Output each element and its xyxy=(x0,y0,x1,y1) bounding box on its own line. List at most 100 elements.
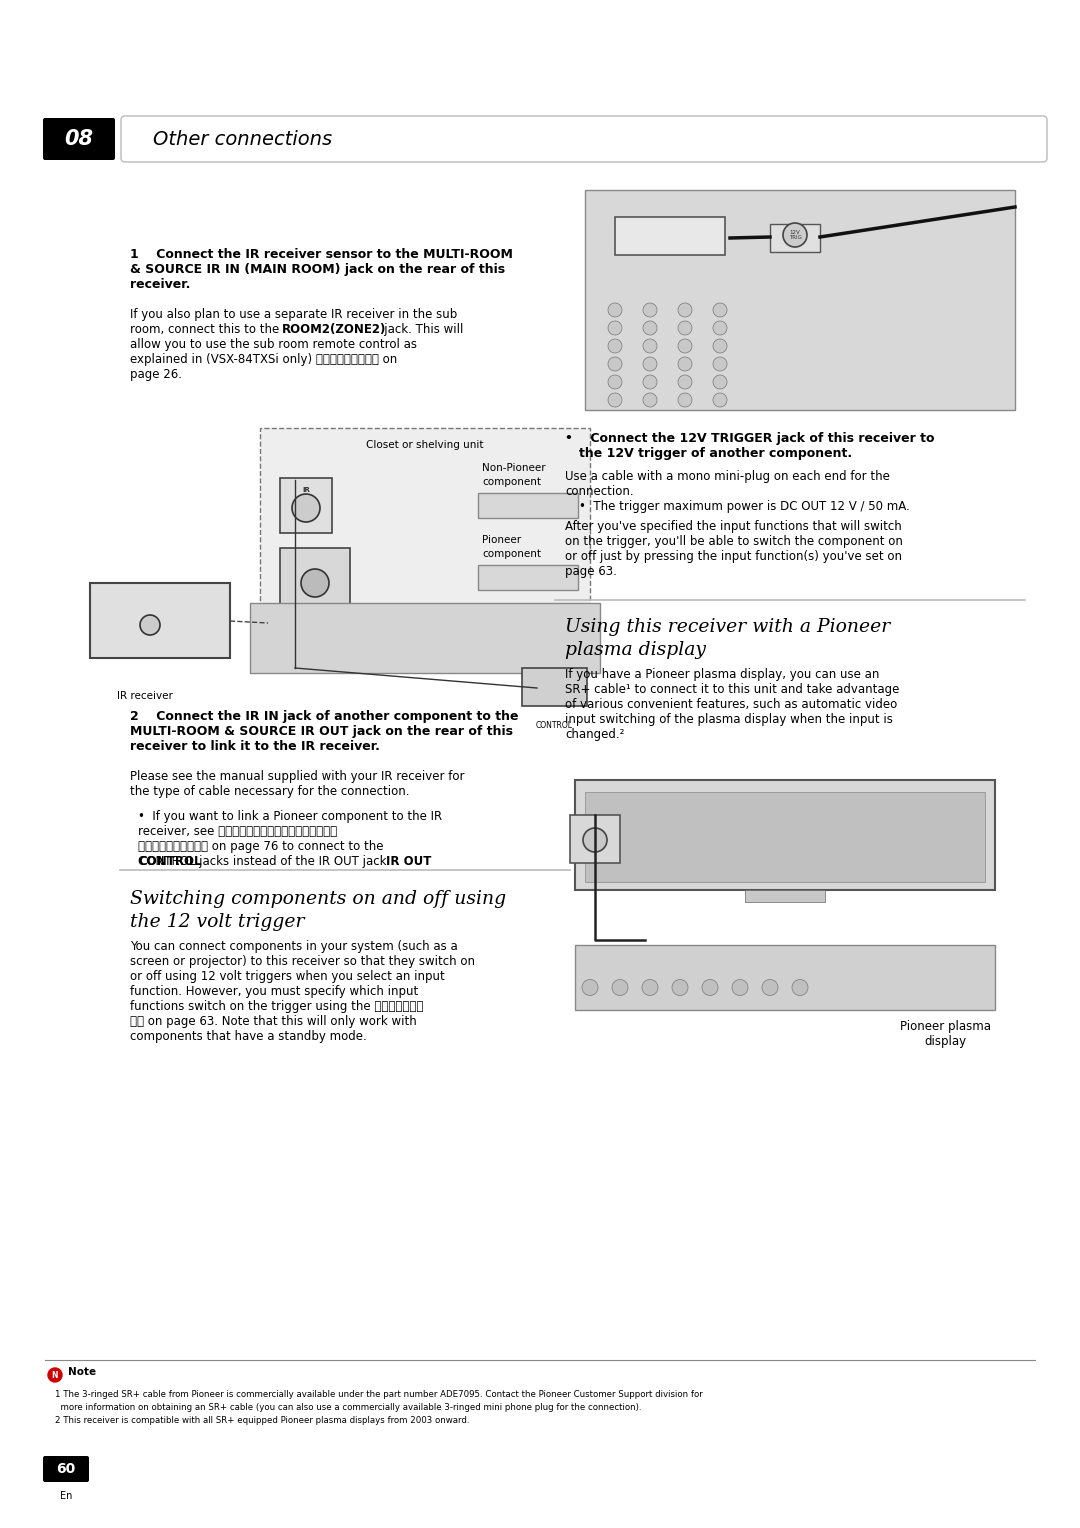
Text: After you've specified the input functions that will switch: After you've specified the input functio… xyxy=(565,520,902,533)
Text: explained in (VSX-84TXSi only) 　　　　　　　　　 on: explained in (VSX-84TXSi only) on xyxy=(130,353,397,367)
Bar xyxy=(745,889,825,902)
Text: If you have a Pioneer plasma display, you can use an: If you have a Pioneer plasma display, yo… xyxy=(565,668,879,681)
Bar xyxy=(90,584,230,659)
Text: on the trigger, you'll be able to switch the component on: on the trigger, you'll be able to switch… xyxy=(565,535,903,549)
Bar xyxy=(260,428,590,652)
Text: ROOM2(ZONE2): ROOM2(ZONE2) xyxy=(282,322,387,336)
Ellipse shape xyxy=(608,321,622,335)
Ellipse shape xyxy=(583,828,607,853)
Text: or off using 12 volt triggers when you select an input: or off using 12 volt triggers when you s… xyxy=(130,970,445,983)
Bar xyxy=(280,549,350,608)
Ellipse shape xyxy=(678,303,692,316)
Text: Closet or shelving unit: Closet or shelving unit xyxy=(366,440,484,451)
Text: receiver.: receiver. xyxy=(130,278,190,290)
Ellipse shape xyxy=(713,374,727,390)
Text: Use a cable with a mono mini-plug on each end for the: Use a cable with a mono mini-plug on eac… xyxy=(565,471,890,483)
Ellipse shape xyxy=(678,321,692,335)
Bar xyxy=(770,225,820,252)
Ellipse shape xyxy=(713,339,727,353)
Text: IR: IR xyxy=(302,487,310,494)
Ellipse shape xyxy=(608,358,622,371)
Text: CONTROL: CONTROL xyxy=(138,856,202,868)
Text: Please see the manual supplied with your IR receiver for: Please see the manual supplied with your… xyxy=(130,770,464,782)
Ellipse shape xyxy=(608,393,622,406)
Text: Note: Note xyxy=(68,1368,96,1377)
Ellipse shape xyxy=(643,339,657,353)
Bar xyxy=(585,189,1015,410)
Text: input switching of the plasma display when the input is: input switching of the plasma display wh… xyxy=(565,714,893,726)
Text: 08: 08 xyxy=(65,128,94,150)
Ellipse shape xyxy=(301,568,329,597)
Ellipse shape xyxy=(732,979,748,996)
Ellipse shape xyxy=(762,979,778,996)
Ellipse shape xyxy=(608,339,622,353)
Text: 1    Connect the IR receiver sensor to the MULTI-ROOM: 1 Connect the IR receiver sensor to the … xyxy=(130,248,513,261)
Ellipse shape xyxy=(713,321,727,335)
Ellipse shape xyxy=(713,358,727,371)
Text: screen or projector) to this receiver so that they switch on: screen or projector) to this receiver so… xyxy=(130,955,475,969)
Text: Pioneer: Pioneer xyxy=(482,535,522,545)
Ellipse shape xyxy=(292,494,320,523)
Text: functions switch on the trigger using the: functions switch on the trigger using th… xyxy=(130,999,423,1013)
Text: page 63.: page 63. xyxy=(565,565,617,578)
Text: page 26.: page 26. xyxy=(130,368,183,380)
Bar xyxy=(585,792,985,882)
Text: IR OUT: IR OUT xyxy=(386,856,431,868)
Bar xyxy=(522,668,588,706)
Ellipse shape xyxy=(612,979,627,996)
Ellipse shape xyxy=(140,614,160,636)
Text: If you also plan to use a separate IR receiver in the sub: If you also plan to use a separate IR re… xyxy=(130,309,457,321)
Ellipse shape xyxy=(672,979,688,996)
Text: Pioneer plasma
display: Pioneer plasma display xyxy=(900,1021,990,1048)
FancyBboxPatch shape xyxy=(43,1456,89,1482)
Text: 2 This receiver is compatible with all SR+ equipped Pioneer plasma displays from: 2 This receiver is compatible with all S… xyxy=(55,1416,470,1426)
Ellipse shape xyxy=(643,321,657,335)
Ellipse shape xyxy=(643,358,657,371)
Ellipse shape xyxy=(642,979,658,996)
Ellipse shape xyxy=(608,374,622,390)
Ellipse shape xyxy=(678,339,692,353)
Ellipse shape xyxy=(643,374,657,390)
Bar xyxy=(478,494,578,518)
Ellipse shape xyxy=(643,303,657,316)
Text: function. However, you must specify which input: function. However, you must specify whic… xyxy=(130,986,418,998)
Ellipse shape xyxy=(582,979,598,996)
Ellipse shape xyxy=(678,393,692,406)
Text: components that have a standby mode.: components that have a standby mode. xyxy=(130,1030,367,1044)
Text: 12V
TRIG: 12V TRIG xyxy=(788,229,801,240)
Bar xyxy=(575,944,995,1010)
Ellipse shape xyxy=(792,979,808,996)
Text: changed.²: changed.² xyxy=(565,727,624,741)
Ellipse shape xyxy=(783,223,807,248)
Text: receiver to link it to the IR receiver.: receiver to link it to the IR receiver. xyxy=(130,740,380,753)
Text: 1 The 3-ringed SR+ cable from Pioneer is commercially available under the part n: 1 The 3-ringed SR+ cable from Pioneer is… xyxy=(55,1390,703,1400)
Text: 60: 60 xyxy=(56,1462,76,1476)
Text: Non-Pioneer: Non-Pioneer xyxy=(482,463,545,474)
Bar xyxy=(615,217,725,255)
Text: •    Connect the 12V TRIGGER jack of this receiver to: • Connect the 12V TRIGGER jack of this r… xyxy=(565,432,934,445)
Text: the 12 volt trigger: the 12 volt trigger xyxy=(130,914,305,931)
Bar xyxy=(570,814,620,863)
Bar xyxy=(280,478,332,533)
Text: receiver, see: receiver, see xyxy=(138,825,337,837)
Ellipse shape xyxy=(702,979,718,996)
Text: SR+ cable¹ to connect it to this unit and take advantage: SR+ cable¹ to connect it to this unit an… xyxy=(565,683,900,695)
Text: component: component xyxy=(482,477,541,487)
Text: CONTROL jacks instead of the IR OUT jack.: CONTROL jacks instead of the IR OUT jack… xyxy=(138,856,390,868)
FancyBboxPatch shape xyxy=(121,116,1047,162)
Text: the type of cable necessary for the connection.: the type of cable necessary for the conn… xyxy=(130,785,409,798)
Bar xyxy=(478,565,578,590)
Text: or off just by pressing the input function(s) you've set on: or off just by pressing the input functi… xyxy=(565,550,902,562)
Text: room, connect this to the                            jack. This will: room, connect this to the jack. This wil… xyxy=(130,322,463,336)
Text: Using this receiver with a Pioneer: Using this receiver with a Pioneer xyxy=(565,617,890,636)
Ellipse shape xyxy=(608,303,622,316)
Text: on page 63. Note that this will only work with: on page 63. Note that this will only wor… xyxy=(130,1015,417,1028)
Text: •  The trigger maximum power is DC OUT 12 V / 50 mA.: • The trigger maximum power is DC OUT 12… xyxy=(579,500,909,513)
Text: Other connections: Other connections xyxy=(153,130,333,148)
Text: Switching components on and off using: Switching components on and off using xyxy=(130,889,507,908)
Text: on page 76 to connect to the: on page 76 to connect to the xyxy=(138,840,383,853)
Bar xyxy=(249,604,600,672)
Text: En: En xyxy=(59,1491,72,1500)
Text: plasma display: plasma display xyxy=(565,642,706,659)
Text: allow you to use the sub room remote control as: allow you to use the sub room remote con… xyxy=(130,338,417,351)
